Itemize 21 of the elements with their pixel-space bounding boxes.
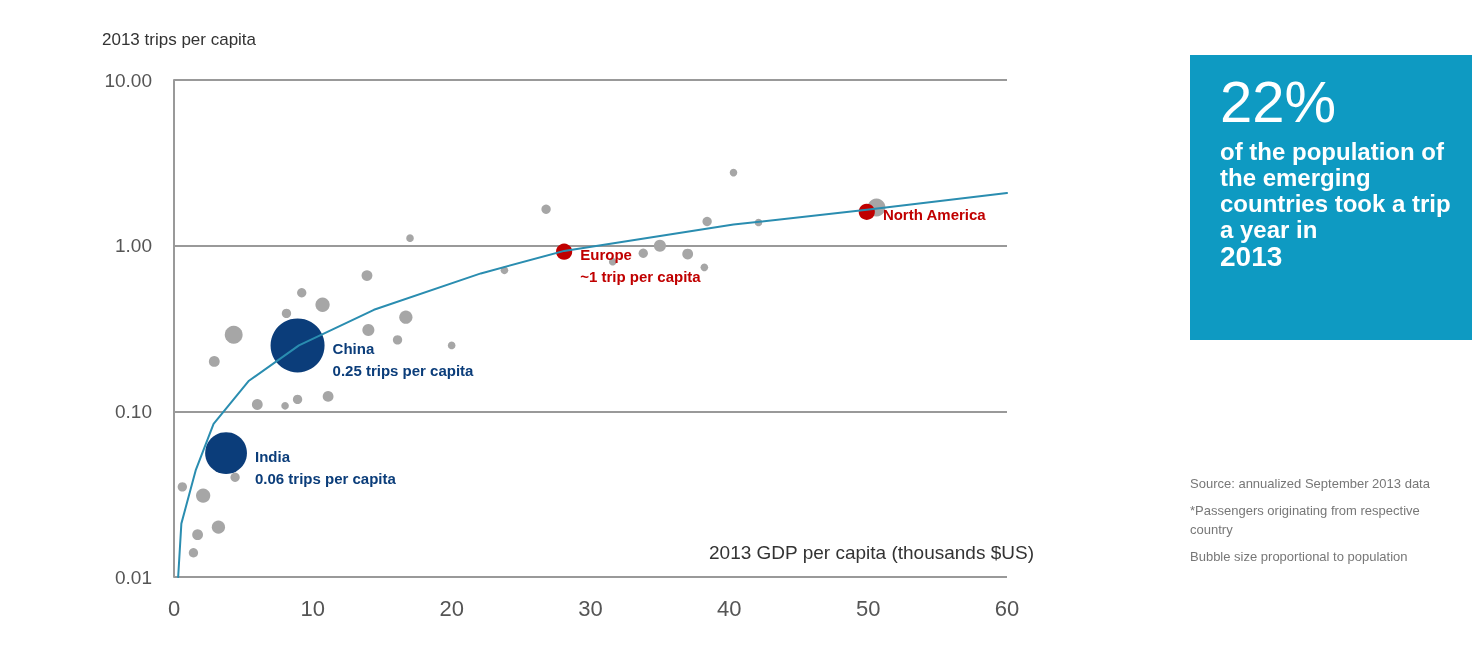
- x-tick-label: 0: [167, 595, 181, 621]
- x-tick-label: 60: [994, 595, 1020, 621]
- x-tick-label: 20: [439, 595, 464, 621]
- x-tick-label: 30: [578, 595, 603, 621]
- y-tick-label: 1.00: [115, 235, 152, 257]
- annotation: Europe ~1 trip per capita: [580, 246, 702, 286]
- x-tick-label: 10: [300, 595, 326, 621]
- annotation: China 0.25 trips per capita: [332, 339, 475, 379]
- y-tick-label: 0.01: [115, 566, 152, 588]
- x-tick-label: 50: [855, 595, 881, 621]
- annotation: India 0.06 trips per capita: [254, 447, 397, 487]
- y-tick-label: 10.00: [104, 69, 152, 91]
- x-tick-label: 40: [717, 595, 742, 621]
- x-axis-title: 2013 GDP per capita (thousands $US): [709, 542, 1034, 563]
- text: Bubble size proportional to population: [1190, 548, 1409, 566]
- text: *Passengers originating from respective country: [1190, 502, 1421, 539]
- y-tick-label: 0.10: [115, 400, 152, 422]
- source-note: Source: annualized September 2013 data: [1190, 475, 1431, 493]
- callout-panel: 22% of the population of the emerging countries took a trip a year in 2013: [1190, 55, 1472, 340]
- annotation: North America: [882, 206, 987, 224]
- y-axis-title: 2013 trips per capita: [102, 30, 257, 49]
